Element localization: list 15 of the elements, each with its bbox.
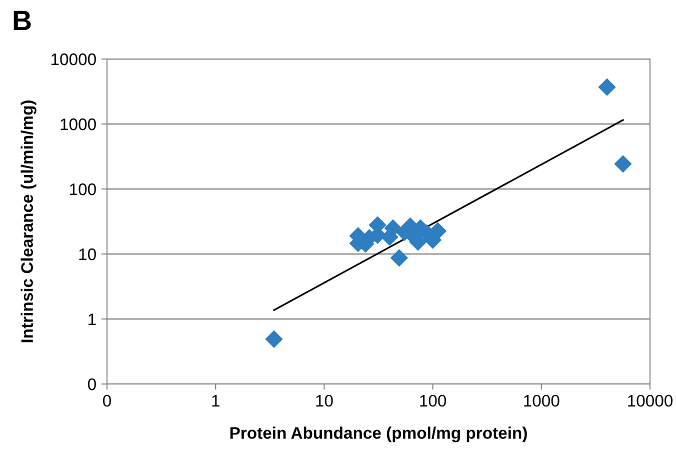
y-tick-label: 1000 (60, 118, 96, 130)
y-tick-label: 0 (88, 378, 96, 390)
y-tick-label: 10000 (52, 53, 96, 66)
x-axis-title: Protein Abundance (pmol/mg protein) (230, 426, 527, 442)
x-tick-label: 10 (316, 394, 333, 407)
y-tick-label: 1 (88, 314, 96, 326)
y-axis-title: Intrinsic Clearance (ul/min/mg) (20, 100, 36, 342)
x-tick-label: 1000 (524, 394, 560, 407)
y-tick-label: 10 (79, 248, 96, 260)
x-tick-label: 10000 (628, 394, 673, 407)
x-tick-label: 1 (212, 395, 220, 406)
chart-title: B (14, 10, 31, 30)
x-tick-label: 0 (103, 394, 111, 407)
x-tick-label: 100 (420, 394, 446, 407)
y-tick-label: 100 (70, 183, 96, 196)
